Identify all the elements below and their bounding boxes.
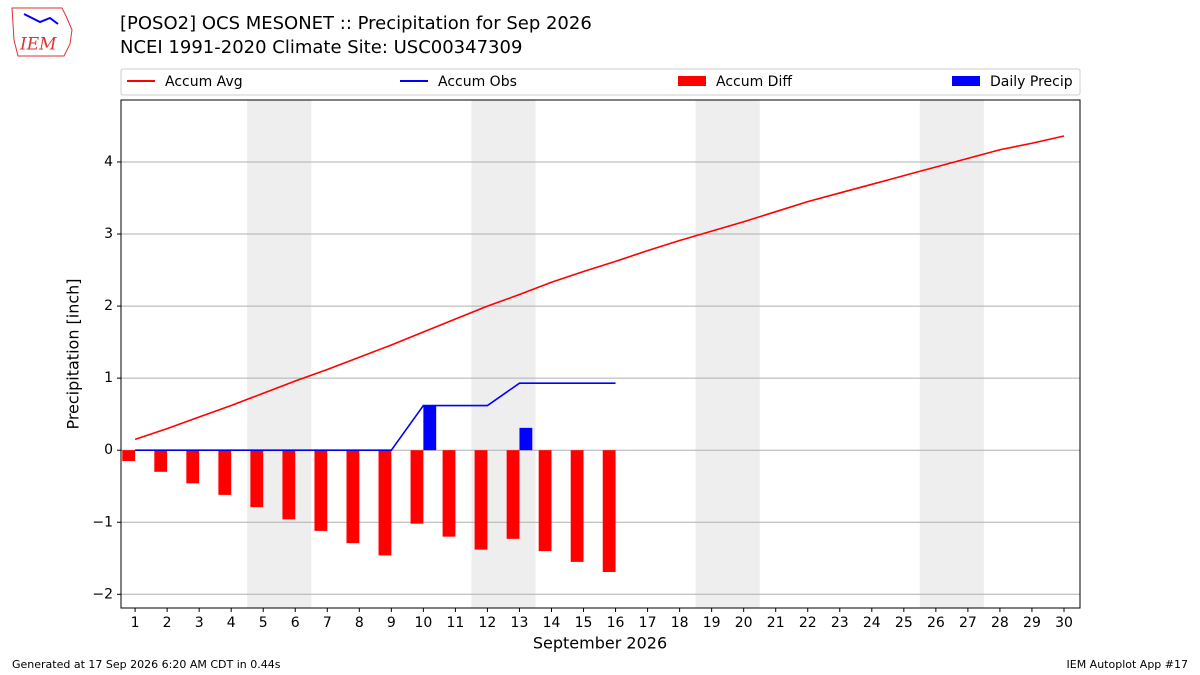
x-tick-label: 8 xyxy=(355,615,364,631)
x-tick-label: 28 xyxy=(991,615,1009,631)
y-tick-label: 1 xyxy=(104,370,113,386)
logo-outline xyxy=(11,7,73,57)
x-tick-label: 4 xyxy=(227,615,236,631)
bar xyxy=(442,450,456,537)
x-tick-label: 6 xyxy=(291,615,300,631)
y-tick-label: 4 xyxy=(104,154,113,170)
x-tick-label: 5 xyxy=(259,615,268,631)
x-tick-label: 23 xyxy=(831,615,849,631)
logo: IEM xyxy=(11,7,73,57)
bar xyxy=(314,450,328,531)
x-tick-label: 25 xyxy=(895,615,913,631)
legend-swatch xyxy=(678,76,706,86)
x-tick-label: 21 xyxy=(767,615,785,631)
x-tick-label: 19 xyxy=(703,615,721,631)
x-tick-label: 20 xyxy=(735,615,753,631)
x-tick-label: 16 xyxy=(607,615,625,631)
x-tick-label: 18 xyxy=(671,615,689,631)
y-tick-label: 3 xyxy=(104,226,113,242)
bar xyxy=(250,450,264,508)
shaded-band xyxy=(247,100,312,608)
bar xyxy=(282,450,296,520)
x-axis-label: September 2026 xyxy=(533,634,667,653)
bar xyxy=(538,450,552,552)
plot-frame xyxy=(120,99,1081,609)
x-tick-label: 11 xyxy=(446,615,464,631)
bar xyxy=(423,405,437,451)
bar xyxy=(378,450,392,556)
x-tick-label: 22 xyxy=(799,615,817,631)
x-tick-label: 30 xyxy=(1055,615,1073,631)
chart-subtitle: NCEI 1991-2020 Climate Site: USC00347309 xyxy=(120,37,522,58)
footer-left: Generated at 17 Sep 2026 6:20 AM CDT in … xyxy=(12,658,281,671)
legend-label: Daily Precip xyxy=(990,74,1073,90)
y-tick-label: 0 xyxy=(104,442,113,458)
x-tick-label: 26 xyxy=(927,615,945,631)
x-tick-label: 9 xyxy=(387,615,396,631)
footer-right: IEM Autoplot App #17 xyxy=(1067,658,1189,671)
x-tick-label: 29 xyxy=(1023,615,1041,631)
y-tick-label: −1 xyxy=(92,514,113,530)
logo-icon xyxy=(23,13,59,25)
bar xyxy=(506,450,520,539)
x-tick-label: 24 xyxy=(863,615,881,631)
x-tick-label: 27 xyxy=(959,615,977,631)
line xyxy=(134,135,1065,441)
x-tick-label: 10 xyxy=(414,615,432,631)
bar xyxy=(570,450,584,562)
x-tick-label: 7 xyxy=(323,615,332,631)
x-tick-label: 14 xyxy=(543,615,561,631)
shaded-band xyxy=(919,100,984,608)
bar xyxy=(122,450,136,462)
bar xyxy=(186,450,200,484)
x-tick-label: 15 xyxy=(575,615,593,631)
bar xyxy=(346,450,360,544)
y-tick-label: −2 xyxy=(92,586,113,602)
x-tick-label: 12 xyxy=(479,615,497,631)
logo-text: IEM xyxy=(19,35,57,55)
bar xyxy=(519,427,533,451)
legend-box xyxy=(120,68,1081,96)
legend-label: Accum Diff xyxy=(716,74,792,90)
shaded-band xyxy=(695,100,760,608)
chart-title: [POSO2] OCS MESONET :: Precipitation for… xyxy=(120,13,592,34)
x-tick-label: 2 xyxy=(163,615,172,631)
x-tick-label: 17 xyxy=(639,615,657,631)
bar xyxy=(410,450,424,524)
x-tick-label: 13 xyxy=(511,615,529,631)
x-tick-label: 3 xyxy=(195,615,204,631)
bar xyxy=(602,450,616,572)
y-tick-label: 2 xyxy=(104,298,113,314)
legend-swatch xyxy=(952,76,980,86)
line xyxy=(135,382,616,451)
bar xyxy=(154,450,168,472)
bar xyxy=(474,450,488,550)
x-tick-label: 1 xyxy=(131,615,140,631)
y-axis-label: Precipitation [inch] xyxy=(64,278,83,429)
legend-label: Accum Avg xyxy=(165,74,243,90)
bar xyxy=(218,450,232,495)
legend-label: Accum Obs xyxy=(438,74,517,90)
